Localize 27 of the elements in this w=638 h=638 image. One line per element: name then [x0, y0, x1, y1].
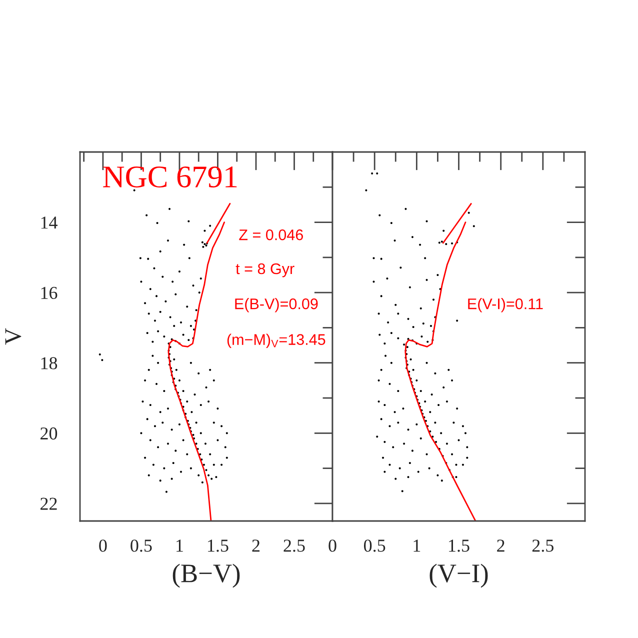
annotation: E(V-I)=0.11 — [468, 298, 543, 312]
annotation: Z = 0.046 — [239, 229, 303, 240]
x-tick-label: 1 — [176, 540, 183, 552]
y-tick-label: 14 — [41, 216, 58, 229]
x-tick-label: 2.5 — [284, 540, 305, 552]
x-axis-title: (V−I) — [430, 564, 488, 588]
y-axis-title: V — [5, 328, 22, 345]
x-tick-label: 2 — [252, 540, 260, 552]
x-tick-label: 0 — [99, 540, 107, 552]
annotation: E(B-V)=0.09 — [235, 298, 318, 312]
line-series — [168, 222, 226, 521]
y-tick-label: 22 — [40, 498, 57, 510]
y-tick-label: 16 — [41, 286, 58, 300]
x-axis-title: (B−V) — [172, 564, 240, 588]
x-tick-label: 2 — [497, 540, 504, 552]
chart-title: NGC 6791 — [103, 166, 237, 188]
y-tick-label: 20 — [40, 427, 58, 440]
x-tick-label: 1 — [414, 540, 420, 552]
x-tick-label: 0.5 — [364, 540, 386, 552]
x-tick-label: 1.5 — [208, 540, 228, 552]
x-tick-label: 2.5 — [532, 540, 554, 552]
y-tick-label: 18 — [41, 357, 58, 370]
annotation: (m−M)$_{V}$=13.45 — [227, 334, 326, 348]
annotation: t = 8 Gyr — [236, 263, 294, 278]
x-tick-label: 1.5 — [449, 540, 470, 552]
x-tick-label: 0 — [328, 540, 336, 552]
x-tick-label: 0.5 — [130, 540, 152, 552]
